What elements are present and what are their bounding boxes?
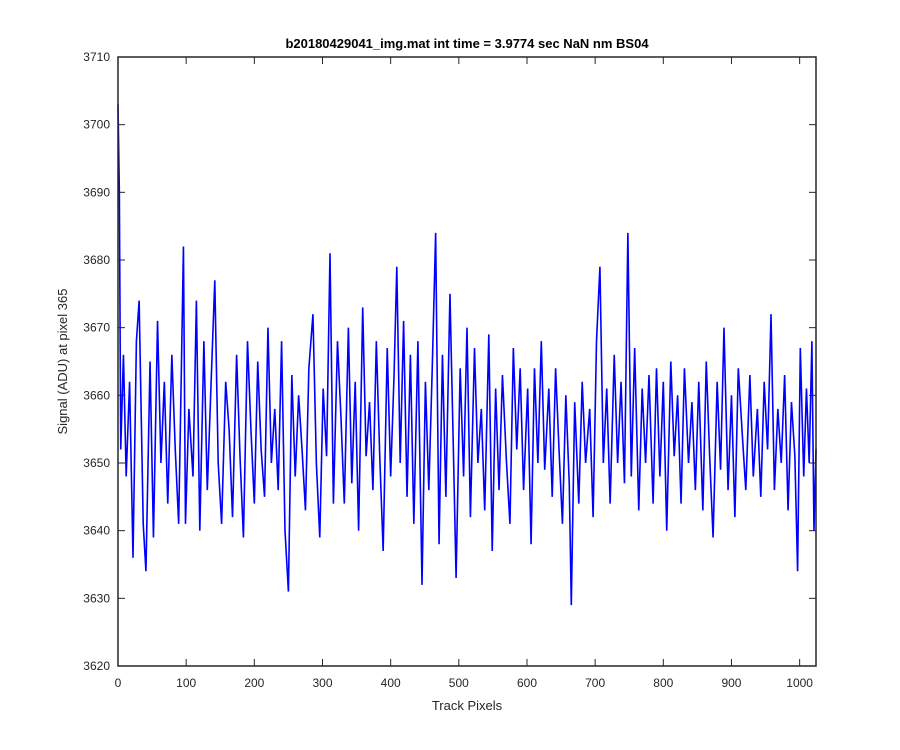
series-group (117, 104, 817, 606)
x-tick-label: 700 (585, 676, 605, 690)
x-tick-label: 400 (381, 676, 401, 690)
y-tick-label: 3660 (83, 388, 110, 402)
y-axis-label: Signal (ADU) at pixel 365 (55, 289, 70, 435)
tick-labels: 0 100 200 300 400 500 600 700 800 900 1000 3620 3630… (83, 50, 813, 690)
x-tick-label: 900 (721, 676, 741, 690)
y-tick-label: 3700 (83, 118, 110, 132)
axes-box (117, 56, 817, 667)
x-tick-label: 600 (517, 676, 537, 690)
y-tick-label: 3710 (83, 50, 110, 64)
x-tick-label: 800 (653, 676, 673, 690)
x-tick-label: 300 (312, 676, 332, 690)
chart-title: b20180429041_img.mat int time = 3.9774 s… (285, 36, 649, 51)
y-tick-label: 3680 (83, 253, 110, 267)
x-tick-label: 200 (244, 676, 264, 690)
x-tick-label: 0 (115, 676, 122, 690)
y-tick-label: 3650 (83, 456, 110, 470)
x-tick-label: 100 (176, 676, 196, 690)
x-axis-label: Track Pixels (432, 698, 503, 713)
y-tick-label: 3690 (83, 185, 110, 199)
x-tick-label: 500 (449, 676, 469, 690)
x-tick-label: 1000 (786, 676, 813, 690)
y-tick-label: 3620 (83, 659, 110, 673)
y-tick-label: 3630 (83, 591, 110, 605)
y-tick-label: 3640 (83, 524, 110, 538)
series-line (117, 104, 817, 606)
y-tick-label: 3670 (83, 321, 110, 335)
